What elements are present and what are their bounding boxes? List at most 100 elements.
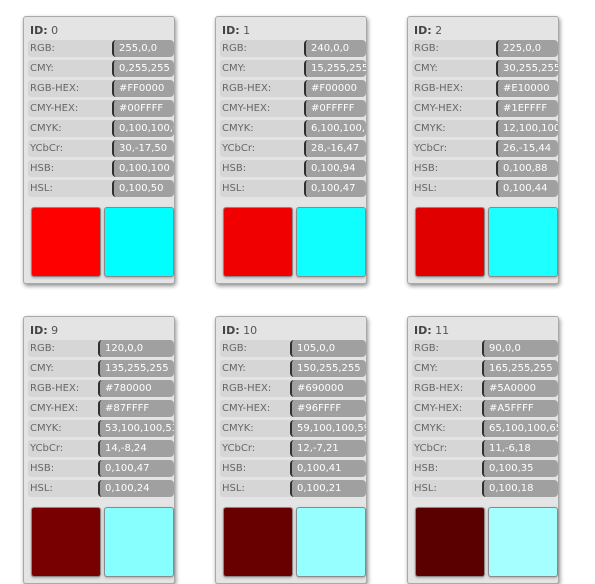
cmyk-label: CMYK:	[412, 120, 500, 137]
rgb-hex-row: RGB-HEX: #FF0000	[28, 80, 178, 97]
cmyk-label: CMYK:	[28, 120, 116, 137]
rgb-hex-row: RGB-HEX: #F00000	[220, 80, 370, 97]
cmy-color-swatch	[488, 507, 558, 577]
card-id-value: 10	[243, 324, 258, 337]
hsb-value: 0,100,88	[496, 160, 558, 177]
hsl-label: HSL:	[412, 180, 500, 197]
cmy-hex-value: #A5FFFF	[482, 400, 558, 417]
hsb-value: 0,100,94	[304, 160, 366, 177]
ycbcr-label: YCbCr:	[412, 140, 500, 157]
cmy-color-swatch	[488, 207, 558, 277]
hsl-value: 0,100,47	[304, 180, 366, 197]
ycbcr-row: YCbCr: 14,-8,24	[28, 440, 178, 457]
cmyk-value: 12,100,100,12	[496, 120, 558, 137]
rgb-hex-value: #780000	[98, 380, 174, 397]
rgb-hex-value: #5A0000	[482, 380, 558, 397]
rgb-value: 240,0,0	[304, 40, 366, 57]
card-id-value: 9	[51, 324, 59, 337]
ycbcr-row: YCbCr: 11,-6,18	[412, 440, 562, 457]
hsl-row: HSL: 0,100,18	[412, 480, 562, 497]
cmyk-row: CMYK: 59,100,100,59	[220, 420, 370, 437]
rgb-hex-label: RGB-HEX:	[412, 80, 500, 97]
hsb-label: HSB:	[220, 460, 294, 477]
card-id-value: 11	[435, 324, 450, 337]
hsl-value: 0,100,18	[482, 480, 558, 497]
ycbcr-label: YCbCr:	[28, 440, 102, 457]
card-id: ID: 10	[222, 324, 257, 337]
cmy-label: CMY:	[28, 360, 102, 377]
card-id-value: 1	[243, 24, 251, 37]
rgb-hex-value: #690000	[290, 380, 366, 397]
ycbcr-row: YCbCr: 30,-17,50	[28, 140, 178, 157]
hsl-value: 0,100,24	[98, 480, 174, 497]
cmy-row: CMY: 165,255,255	[412, 360, 562, 377]
ycbcr-label: YCbCr:	[220, 140, 308, 157]
cmy-label: CMY:	[412, 360, 486, 377]
hsb-value: 0,100,35	[482, 460, 558, 477]
rgb-hex-label: RGB-HEX:	[28, 380, 102, 397]
card-id: ID: 9	[30, 324, 58, 337]
rgb-label: RGB:	[220, 40, 308, 57]
cmy-hex-value: #96FFFF	[290, 400, 366, 417]
cmy-label: CMY:	[220, 60, 308, 77]
hsb-row: HSB: 0,100,47	[28, 460, 178, 477]
cmyk-value: 53,100,100,53	[98, 420, 174, 437]
rgb-row: RGB: 90,0,0	[412, 340, 562, 357]
rgb-hex-value: #E10000	[496, 80, 558, 97]
card-id: ID: 11	[414, 324, 449, 337]
hsb-row: HSB: 0,100,41	[220, 460, 370, 477]
cmyk-row: CMYK: 53,100,100,53	[28, 420, 178, 437]
card-id-label: ID:	[30, 324, 48, 337]
cmyk-label: CMYK:	[220, 120, 308, 137]
rgb-label: RGB:	[28, 40, 116, 57]
rgb-hex-label: RGB-HEX:	[412, 380, 486, 397]
rgb-value: 225,0,0	[496, 40, 558, 57]
hsl-row: HSL: 0,100,47	[220, 180, 370, 197]
hsl-value: 0,100,44	[496, 180, 558, 197]
ycbcr-row: YCbCr: 28,-16,47	[220, 140, 370, 157]
cmy-hex-row: CMY-HEX: #0FFFFF	[220, 100, 370, 117]
card-id-label: ID:	[222, 324, 240, 337]
card-id-value: 0	[51, 24, 59, 37]
rgb-value: 105,0,0	[290, 340, 366, 357]
card-id: ID: 2	[414, 24, 442, 37]
hsl-row: HSL: 0,100,24	[28, 480, 178, 497]
ycbcr-value: 11,-6,18	[482, 440, 558, 457]
rgb-label: RGB:	[220, 340, 294, 357]
cmy-hex-row: CMY-HEX: #96FFFF	[220, 400, 370, 417]
cmy-hex-row: CMY-HEX: #A5FFFF	[412, 400, 562, 417]
rgb-row: RGB: 105,0,0	[220, 340, 370, 357]
hsb-row: HSB: 0,100,94	[220, 160, 370, 177]
cmy-value: 135,255,255	[98, 360, 174, 377]
cmy-hex-value: #0FFFFF	[304, 100, 366, 117]
rgb-row: RGB: 120,0,0	[28, 340, 178, 357]
cmyk-label: CMYK:	[412, 420, 486, 437]
rgb-label: RGB:	[412, 340, 486, 357]
hsl-row: HSL: 0,100,50	[28, 180, 178, 197]
hsl-label: HSL:	[28, 180, 116, 197]
hsl-row: HSL: 0,100,44	[412, 180, 562, 197]
cmy-hex-label: CMY-HEX:	[412, 400, 486, 417]
color-card: ID: 9 RGB: 120,0,0 CMY: 135,255,255 RGB-HEX: #…	[23, 316, 175, 584]
cmy-color-swatch	[296, 207, 366, 277]
cmy-hex-label: CMY-HEX:	[28, 400, 102, 417]
cmyk-label: CMYK:	[220, 420, 294, 437]
card-id: ID: 1	[222, 24, 250, 37]
hsb-label: HSB:	[28, 160, 116, 177]
rgb-color-swatch	[31, 507, 101, 577]
cmyk-label: CMYK:	[28, 420, 102, 437]
cmy-row: CMY: 30,255,255	[412, 60, 562, 77]
cmyk-row: CMYK: 6,100,100,6	[220, 120, 370, 137]
rgb-color-swatch	[415, 207, 485, 277]
card-id: ID: 0	[30, 24, 58, 37]
hsb-label: HSB:	[412, 460, 486, 477]
rgb-value: 255,0,0	[112, 40, 174, 57]
cmy-label: CMY:	[220, 360, 294, 377]
hsl-label: HSL:	[220, 180, 308, 197]
cmyk-row: CMYK:12,100,100,12	[412, 120, 562, 137]
cmy-hex-label: CMY-HEX:	[412, 100, 500, 117]
rgb-label: RGB:	[412, 40, 500, 57]
rgb-value: 90,0,0	[482, 340, 558, 357]
ycbcr-label: YCbCr:	[412, 440, 486, 457]
hsl-label: HSL:	[220, 480, 294, 497]
